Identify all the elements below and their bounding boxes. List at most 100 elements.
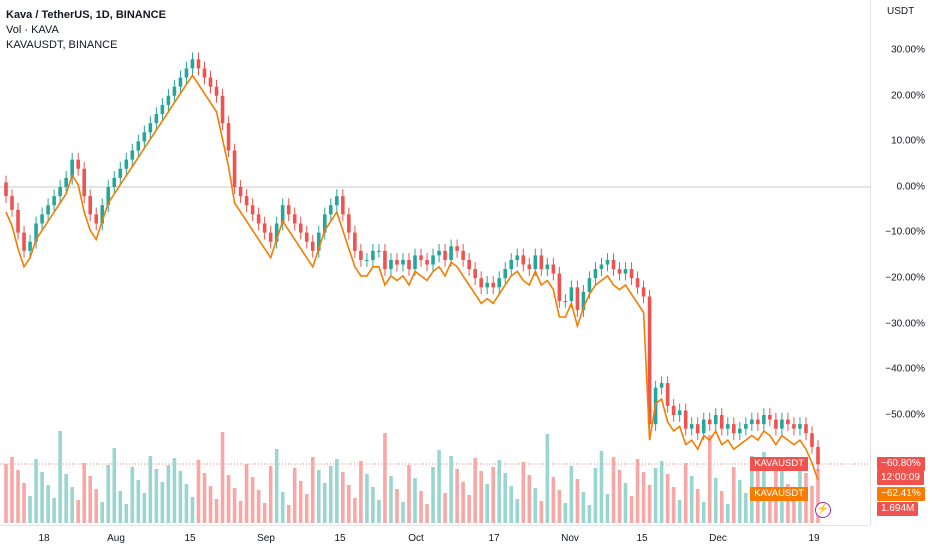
- candle-body: [118, 168, 123, 178]
- candle-body: [292, 214, 297, 224]
- candle-body: [365, 259, 369, 261]
- volume-bar: [220, 432, 225, 523]
- countdown-tag: 12:00:09: [877, 471, 924, 485]
- volume-bar: [503, 473, 508, 523]
- volume-bar: [407, 465, 411, 523]
- volume-bar: [701, 502, 706, 523]
- compare-legend[interactable]: KAVAUSDT, BINANCE: [6, 39, 118, 51]
- volume-bar: [274, 449, 279, 523]
- price-tick-label: −20.00%: [885, 272, 925, 284]
- price-chart[interactable]: [0, 0, 870, 525]
- volume-bar: [22, 483, 26, 523]
- candle-body: [774, 419, 778, 429]
- chart-area[interactable]: Kava / TetherUS, 1D, BINANCE Vol · KAVA …: [0, 0, 870, 525]
- volume-bar: [575, 479, 580, 523]
- candle-body: [70, 159, 74, 178]
- volume-bar: [335, 459, 339, 523]
- volume-bar: [653, 468, 658, 523]
- candle-body: [329, 205, 333, 215]
- volume-bar: [533, 488, 538, 523]
- candle-body: [220, 95, 225, 124]
- candle-body: [545, 264, 550, 270]
- candle-body: [629, 269, 634, 279]
- volume-legend[interactable]: Vol · KAVA: [6, 24, 59, 36]
- candle-body: [46, 205, 50, 215]
- candle-body: [22, 232, 26, 251]
- candle-body: [214, 86, 219, 96]
- symbol-title[interactable]: Kava / TetherUS, 1D, BINANCE: [6, 9, 166, 21]
- volume-bar: [419, 491, 423, 523]
- candle-body: [617, 269, 622, 274]
- volume-bar: [479, 471, 483, 523]
- volume-bar: [244, 464, 249, 523]
- candle-body: [431, 255, 435, 265]
- candle-body: [274, 223, 279, 242]
- time-scale[interactable]: 18 Aug 15 Sep 15 Oct 17 Nov 15 Dec 19: [0, 525, 870, 551]
- candle-body: [509, 259, 514, 270]
- volume-bar: [713, 478, 718, 523]
- candle-body: [76, 159, 80, 169]
- alert-bolt-icon[interactable]: ⚡: [815, 502, 831, 518]
- candle-body: [100, 205, 105, 224]
- volume-bar: [810, 486, 814, 523]
- volume-bar: [485, 484, 489, 523]
- candle-body: [563, 301, 568, 302]
- candle-body: [605, 259, 610, 265]
- volume-bar: [4, 464, 8, 523]
- volume-bar: [599, 451, 604, 523]
- candle-body: [659, 383, 664, 388]
- candle-body: [792, 424, 796, 429]
- volume-bar: [509, 486, 514, 523]
- volume-bar: [816, 469, 820, 523]
- candle-body: [551, 264, 556, 274]
- volume-bar: [491, 467, 495, 523]
- volume-bar: [118, 491, 123, 523]
- volume-bar: [731, 467, 736, 523]
- candle-body: [166, 95, 171, 105]
- candle-body: [401, 259, 405, 265]
- candle-body: [599, 264, 604, 270]
- candle-body: [515, 255, 520, 260]
- volume-bar: [100, 502, 105, 523]
- volume-bar: [347, 485, 351, 523]
- volume-bar: [551, 477, 556, 523]
- volume-bar: [665, 474, 670, 523]
- volume-bar: [527, 475, 532, 523]
- time-tick-label: 17: [488, 533, 500, 544]
- volume-bar: [792, 497, 796, 523]
- compare-series-line: [5, 73, 819, 481]
- time-tick-label: Nov: [561, 533, 579, 544]
- volume-bar: [58, 431, 62, 523]
- volume-bar: [449, 456, 453, 523]
- candle-body: [250, 205, 255, 215]
- candle-body: [762, 415, 766, 425]
- candle-body: [581, 291, 586, 311]
- candle-body: [172, 86, 177, 96]
- candle-body: [473, 269, 477, 279]
- candle-body: [377, 250, 381, 252]
- volume-bar: [52, 498, 56, 523]
- price-scale[interactable]: USDT 30.00% 20.00% 10.00% 0.00% −10.00% −20.0…: [870, 0, 932, 525]
- candle-body: [28, 241, 32, 251]
- volume-bar: [545, 434, 550, 523]
- price-tick-label: 20.00%: [891, 90, 925, 102]
- candle-body: [671, 405, 676, 415]
- volume-bar: [671, 487, 676, 523]
- compare-value-tag: −62.41%: [877, 487, 925, 501]
- candle-body: [744, 424, 748, 429]
- volume-bar: [341, 472, 345, 523]
- candle-body: [202, 68, 207, 78]
- price-tick-label: −40.00%: [885, 363, 925, 375]
- volume-bar: [184, 484, 189, 523]
- main-symbol-tag: KAVAUSDT: [750, 457, 808, 471]
- price-tick-label: −30.00%: [885, 318, 925, 330]
- candle-body: [335, 196, 339, 206]
- volume-bar: [262, 503, 267, 523]
- candle-body: [443, 250, 447, 260]
- time-tick-label: 15: [636, 533, 648, 544]
- price-tick-label: −50.00%: [885, 409, 925, 421]
- candle-body: [683, 410, 688, 429]
- candle-body: [238, 187, 243, 197]
- volume-bar: [130, 467, 135, 523]
- volume-bar: [172, 458, 177, 523]
